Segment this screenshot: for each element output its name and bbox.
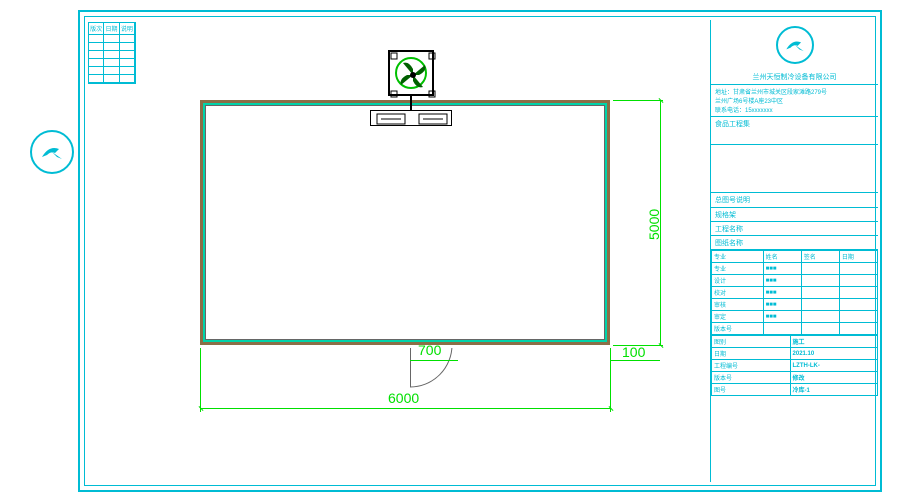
dim-height: 5000: [646, 209, 662, 240]
sig-r: 专业: [712, 263, 764, 275]
drawing-area: 6000 700 5000 100: [88, 20, 706, 482]
room-plan: [200, 100, 610, 345]
rev-lbl: 版本号: [712, 372, 791, 384]
title-block: 兰州天恒制冷设备有限公司 地址：甘肃省兰州市城关区段家滩路279号 兰州广场6号…: [710, 20, 878, 482]
side-logo: [30, 130, 74, 174]
col-sign: 签名: [801, 251, 839, 263]
fan-blades-icon: [390, 52, 436, 98]
bottom-grid: 图别施工 日期2021.10 工程编号LZTH-LK- 版本号修改 图号冷库-1: [711, 335, 878, 396]
dim-ext: [613, 100, 663, 101]
col-role: 专业: [712, 251, 764, 263]
dim-ext: [200, 348, 201, 412]
sig-r: 设计: [712, 275, 764, 287]
kind-val: 施工: [790, 336, 877, 348]
date-lbl: 日期: [712, 348, 791, 360]
spec-area: [711, 145, 878, 193]
fan-unit: [388, 50, 434, 96]
phone: 联系电话：15xxxxxxx: [715, 108, 773, 114]
bird-icon: [782, 32, 808, 58]
address1: 地址：甘肃省兰州市城关区段家滩路279号: [715, 90, 827, 96]
r2: 工程名称: [711, 222, 878, 236]
sig-r: 校对: [712, 287, 764, 299]
rev-val: 修改: [790, 372, 877, 384]
sig-r: 审核: [712, 299, 764, 311]
dim-door-line: [410, 360, 458, 361]
col-date: 日期: [839, 251, 877, 263]
sheet-lbl: 图号: [712, 384, 791, 396]
proj-header: 食品工程集: [711, 117, 878, 145]
col-name: 姓名: [763, 251, 801, 263]
address2: 兰州广场6号楼A座23中区: [715, 99, 783, 105]
dim-wall-line: [610, 360, 660, 361]
indoor-unit-icon: [371, 111, 453, 127]
company-name: 兰州天恒制冷设备有限公司: [711, 70, 878, 85]
kind-lbl: 图别: [712, 336, 791, 348]
indoor-unit: [370, 110, 452, 126]
signature-grid: 专业 姓名 签名 日期 专业■■■ 设计■■■ 校对■■■ 审核■■■ 审定■■…: [711, 250, 878, 335]
spec-header: 总图号说明: [711, 193, 878, 208]
r3: 图纸名称: [711, 236, 878, 250]
bird-icon: [37, 137, 67, 167]
proj-val: LZTH-LK-: [790, 360, 877, 372]
proj-lbl: 工程编号: [712, 360, 791, 372]
dim-width: 6000: [388, 390, 419, 406]
dim-ext: [610, 348, 611, 412]
r1: 规格架: [711, 208, 878, 222]
dim-wall: 100: [622, 344, 645, 360]
date-val: 2021.10: [790, 348, 877, 360]
sheet-val: 冷库-1: [790, 384, 877, 396]
dim-door: 700: [418, 342, 441, 358]
sig-r: 审定: [712, 311, 764, 323]
company-logo: [776, 26, 814, 64]
dim-width-line: [200, 408, 610, 409]
sig-r: 版本号: [712, 323, 764, 335]
